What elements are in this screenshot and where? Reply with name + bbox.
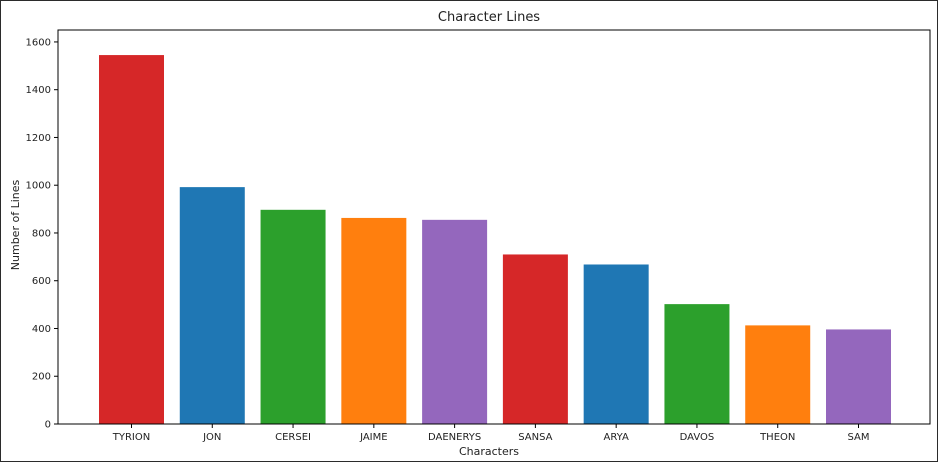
- x-axis-label: Characters: [459, 445, 519, 458]
- x-axis: TYRION JON CERSEI JAIME DAENERYS SANSA ARYA DAV…: [112, 424, 870, 443]
- bar-davos: [664, 304, 730, 424]
- x-tick-label: SANSA: [518, 432, 552, 443]
- bar-theon: [745, 325, 811, 424]
- bar-sam: [826, 329, 891, 424]
- plot-border: [57, 29, 931, 425]
- x-tick-label: JAIME: [359, 432, 388, 443]
- bar-jaime: [341, 217, 407, 424]
- x-tick-label: SAM: [847, 432, 869, 443]
- x-tick-label: TYRION: [112, 432, 150, 443]
- x-tick-label: JON: [202, 432, 221, 443]
- y-tick-label: 1600: [26, 37, 51, 48]
- y-tick-label: 0: [45, 420, 51, 431]
- chart-title: Character Lines: [438, 10, 540, 25]
- bars-group: [99, 55, 891, 425]
- bar-tyrion: [99, 55, 164, 425]
- bar-sansa: [502, 254, 568, 424]
- y-axis: 0 200 400 600 800 1000 1200 1400 1600: [26, 37, 58, 431]
- y-tick-label: 1400: [26, 85, 51, 96]
- y-tick-label: 600: [32, 276, 51, 287]
- bar-daenerys: [422, 219, 488, 424]
- x-tick-label: DAENERYS: [428, 432, 481, 443]
- y-tick-label: 400: [32, 324, 51, 335]
- x-tick-label: CERSEI: [275, 432, 311, 443]
- bar-jon: [179, 187, 245, 424]
- x-tick-label: THEON: [759, 432, 795, 443]
- y-tick-label: 200: [32, 372, 51, 383]
- x-tick-label: DAVOS: [680, 432, 715, 443]
- y-tick-label: 1200: [26, 133, 51, 144]
- y-tick-label: 800: [32, 228, 51, 239]
- bar-arya: [583, 264, 649, 424]
- x-tick-label: ARYA: [604, 432, 629, 443]
- y-tick-label: 1000: [26, 181, 51, 192]
- bar-cersei: [260, 209, 326, 424]
- y-axis-label: Number of Lines: [9, 180, 22, 271]
